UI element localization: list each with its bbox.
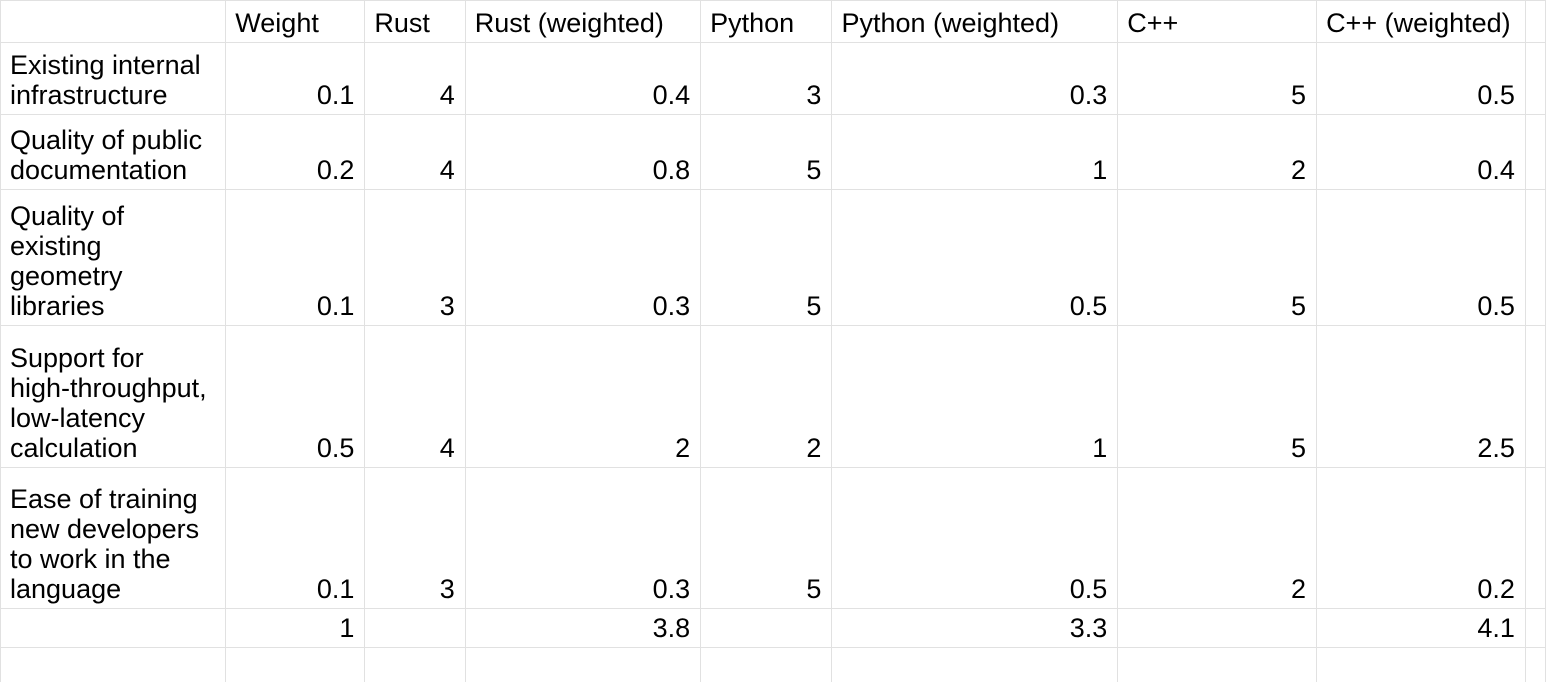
cell-python-weighted-total[interactable]: 3.3 — [831, 608, 1119, 648]
cell-rust-score[interactable]: 4 — [364, 114, 466, 190]
cell-overflow[interactable] — [1524, 325, 1546, 468]
cell-rust-weighted[interactable]: 0.8 — [464, 114, 702, 190]
cell-weight-total[interactable]: 1 — [225, 608, 366, 648]
cell-cpp-score[interactable]: 5 — [1117, 189, 1318, 326]
cell-empty[interactable] — [225, 647, 366, 682]
cell-weight[interactable]: 0.1 — [225, 189, 366, 326]
cell-empty[interactable] — [0, 647, 227, 682]
header-cell-cpp-weighted[interactable]: C++ (weighted) — [1316, 0, 1526, 43]
cell-weight[interactable]: 0.2 — [225, 114, 366, 190]
cell-rust-score[interactable]: 3 — [364, 189, 466, 326]
table-row: Support for high-throughput, low-latency… — [0, 325, 1546, 468]
cell-empty[interactable] — [464, 647, 702, 682]
totals-row: 1 3.8 3.3 4.1 — [0, 608, 1546, 648]
cell-overflow[interactable] — [1524, 608, 1546, 648]
cell-weight[interactable]: 0.1 — [225, 42, 366, 115]
cell-cpp-weighted[interactable]: 0.2 — [1316, 467, 1526, 609]
cell-cpp-weighted-total-highlighted[interactable]: 4.1 — [1316, 608, 1526, 648]
cell-overflow[interactable] — [1524, 647, 1546, 682]
cell-empty[interactable] — [831, 647, 1119, 682]
cell-python-weighted[interactable]: 1 — [831, 114, 1119, 190]
cell-python-total-blank[interactable] — [700, 608, 833, 648]
cell-criterion[interactable]: Quality of existing geometry libraries — [0, 189, 227, 326]
cell-rust-total-blank[interactable] — [364, 608, 466, 648]
cell-rust-score[interactable]: 4 — [364, 325, 466, 468]
cell-rust-weighted[interactable]: 0.4 — [464, 42, 702, 115]
cell-overflow[interactable] — [1524, 467, 1546, 609]
cell-weight[interactable]: 0.1 — [225, 467, 366, 609]
cell-python-weighted[interactable]: 0.5 — [831, 189, 1119, 326]
table-row: Quality of public documentation 0.2 4 0.… — [0, 114, 1546, 190]
header-cell-rust[interactable]: Rust — [364, 0, 466, 43]
cell-python-score[interactable]: 3 — [700, 42, 833, 115]
cell-cpp-score[interactable]: 2 — [1117, 467, 1318, 609]
header-cell-python-weighted[interactable]: Python (weighted) — [831, 0, 1119, 43]
cell-empty[interactable] — [700, 647, 833, 682]
cell-python-score[interactable]: 5 — [700, 467, 833, 609]
cell-empty[interactable] — [1316, 647, 1526, 682]
cell-criterion[interactable]: Quality of public documentation — [0, 114, 227, 190]
table-row: Quality of existing geometry libraries 0… — [0, 189, 1546, 326]
cell-criterion[interactable]: Support for high-throughput, low-latency… — [0, 325, 227, 468]
cell-weight[interactable]: 0.5 — [225, 325, 366, 468]
cell-python-weighted[interactable]: 1 — [831, 325, 1119, 468]
cell-criterion[interactable]: Existing internal infrastructure — [0, 42, 227, 115]
cell-cpp-weighted[interactable]: 0.5 — [1316, 42, 1526, 115]
cell-empty[interactable] — [1117, 647, 1318, 682]
cell-overflow[interactable] — [1524, 114, 1546, 190]
cell-cpp-weighted[interactable]: 0.4 — [1316, 114, 1526, 190]
cell-overflow[interactable] — [1524, 189, 1546, 326]
cell-rust-score[interactable]: 4 — [364, 42, 466, 115]
cell-cpp-score[interactable]: 5 — [1117, 42, 1318, 115]
table-row: Existing internal infrastructure 0.1 4 0… — [0, 42, 1546, 115]
header-cell-python[interactable]: Python — [700, 0, 833, 43]
cell-cpp-total-blank[interactable] — [1117, 608, 1318, 648]
header-cell-rust-weighted[interactable]: Rust (weighted) — [464, 0, 702, 43]
cell-cpp-score[interactable]: 5 — [1117, 325, 1318, 468]
cell-cpp-weighted[interactable]: 2.5 — [1316, 325, 1526, 468]
cell-totals-blank[interactable] — [0, 608, 227, 648]
header-cell-criteria[interactable] — [0, 0, 227, 43]
cell-python-score[interactable]: 2 — [700, 325, 833, 468]
table-row: Ease of training new developers to work … — [0, 467, 1546, 609]
cell-python-score[interactable]: 5 — [700, 189, 833, 326]
header-cell-weight[interactable]: Weight — [225, 0, 366, 43]
cell-criterion[interactable]: Ease of training new developers to work … — [0, 467, 227, 609]
cell-rust-weighted[interactable]: 2 — [464, 325, 702, 468]
cell-overflow[interactable] — [1524, 42, 1546, 115]
header-row: Weight Rust Rust (weighted) Python Pytho… — [0, 0, 1546, 43]
cell-empty[interactable] — [364, 647, 466, 682]
cell-rust-weighted-total[interactable]: 3.8 — [464, 608, 702, 648]
header-cell-overflow[interactable] — [1524, 0, 1546, 43]
empty-row — [0, 647, 1546, 682]
cell-rust-weighted[interactable]: 0.3 — [464, 189, 702, 326]
cell-python-score[interactable]: 5 — [700, 114, 833, 190]
cell-python-weighted[interactable]: 0.5 — [831, 467, 1119, 609]
header-cell-cpp[interactable]: C++ — [1117, 0, 1318, 43]
cell-cpp-weighted[interactable]: 0.5 — [1316, 189, 1526, 326]
cell-rust-score[interactable]: 3 — [364, 467, 466, 609]
cell-python-weighted[interactable]: 0.3 — [831, 42, 1119, 115]
cell-cpp-score[interactable]: 2 — [1117, 114, 1318, 190]
cell-rust-weighted[interactable]: 0.3 — [464, 467, 702, 609]
